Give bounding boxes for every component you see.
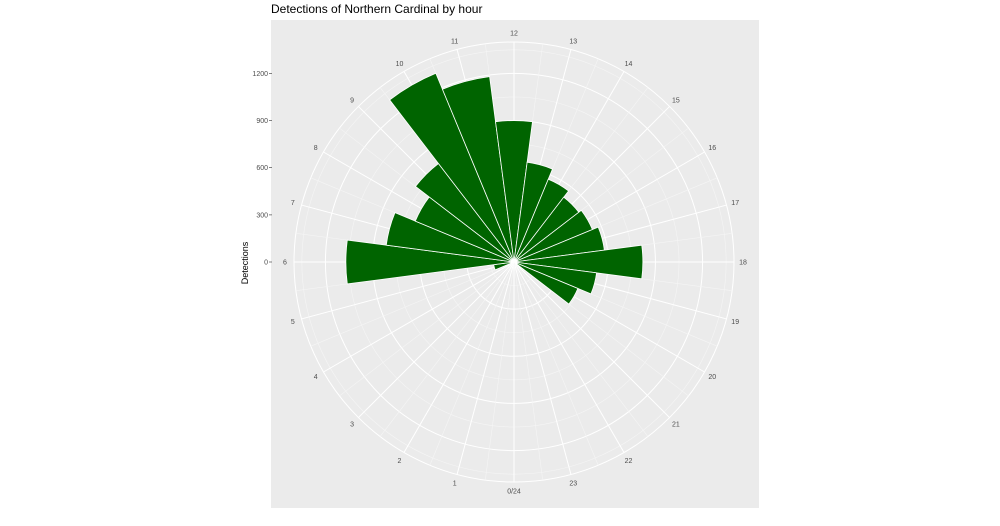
hour-label: 0/24 <box>507 489 521 496</box>
hour-label: 8 <box>314 145 318 152</box>
minor-spoke-line <box>513 261 599 466</box>
bar-hour-6 <box>345 239 515 285</box>
spoke-line <box>323 261 515 373</box>
spoke-line <box>513 261 572 475</box>
hour-label: 6 <box>283 260 287 267</box>
spoke-line <box>301 261 515 320</box>
minor-spoke-line <box>429 261 515 466</box>
hour-label: 21 <box>672 421 680 428</box>
hour-label: 3 <box>350 421 354 428</box>
hour-label: 23 <box>569 481 577 488</box>
hour-label: 22 <box>625 458 633 465</box>
hour-label: 13 <box>569 38 577 45</box>
y-tick-label: 0 <box>264 260 268 267</box>
bar-hour-10 <box>389 72 515 263</box>
hour-label: 11 <box>451 38 458 45</box>
minor-spoke-line <box>310 261 515 347</box>
bar-hour-11 <box>441 76 515 263</box>
spoke-line <box>403 261 515 453</box>
y-axis-ticks: 0 300 600 900 1200 <box>252 71 272 267</box>
minor-spoke-line <box>513 261 649 437</box>
hour-label: 10 <box>396 61 404 68</box>
hour-label: 20 <box>708 374 716 381</box>
minor-spoke-line <box>484 261 515 481</box>
hour-label: 15 <box>672 98 680 105</box>
hour-label: 14 <box>625 61 633 68</box>
bar-hour-18 <box>513 244 644 280</box>
chart-title: Detections of Northern Cardinal by hour <box>271 2 483 16</box>
y-tick-label: 1200 <box>252 71 268 78</box>
minor-spoke-line <box>339 261 515 397</box>
y-tick-label: 300 <box>256 212 268 219</box>
bar-hour-13 <box>513 161 554 263</box>
y-tick-label: 600 <box>256 165 268 172</box>
hour-label: 18 <box>739 260 747 267</box>
spoke-line <box>513 261 670 418</box>
hour-label: 2 <box>398 458 402 465</box>
spoke-line <box>513 261 625 453</box>
hour-label: 17 <box>731 200 739 207</box>
bar-hour-7 <box>385 212 515 263</box>
hour-label: 16 <box>708 145 716 152</box>
hour-label: 7 <box>291 200 295 207</box>
hour-labels: 0/24123456789101112131415161718192021222… <box>283 31 747 496</box>
hour-label: 5 <box>291 319 295 326</box>
spoke-line <box>358 261 515 418</box>
bar-hour-12 <box>495 120 533 263</box>
y-axis-title: Detections <box>240 241 250 284</box>
minor-spoke-line <box>379 261 515 437</box>
spoke-line <box>456 261 515 475</box>
y-tick-label: 900 <box>256 118 268 125</box>
bars <box>345 72 644 305</box>
minor-spoke-line <box>513 261 544 481</box>
bar-hour-14 <box>513 178 570 263</box>
hour-label: 12 <box>510 31 518 38</box>
bar-hour-19 <box>513 261 598 295</box>
hour-label: 19 <box>731 319 739 326</box>
hour-label: 1 <box>453 481 457 488</box>
hour-label: 9 <box>350 98 354 105</box>
bar-hour-20 <box>513 261 579 305</box>
hour-label: 4 <box>314 374 318 381</box>
